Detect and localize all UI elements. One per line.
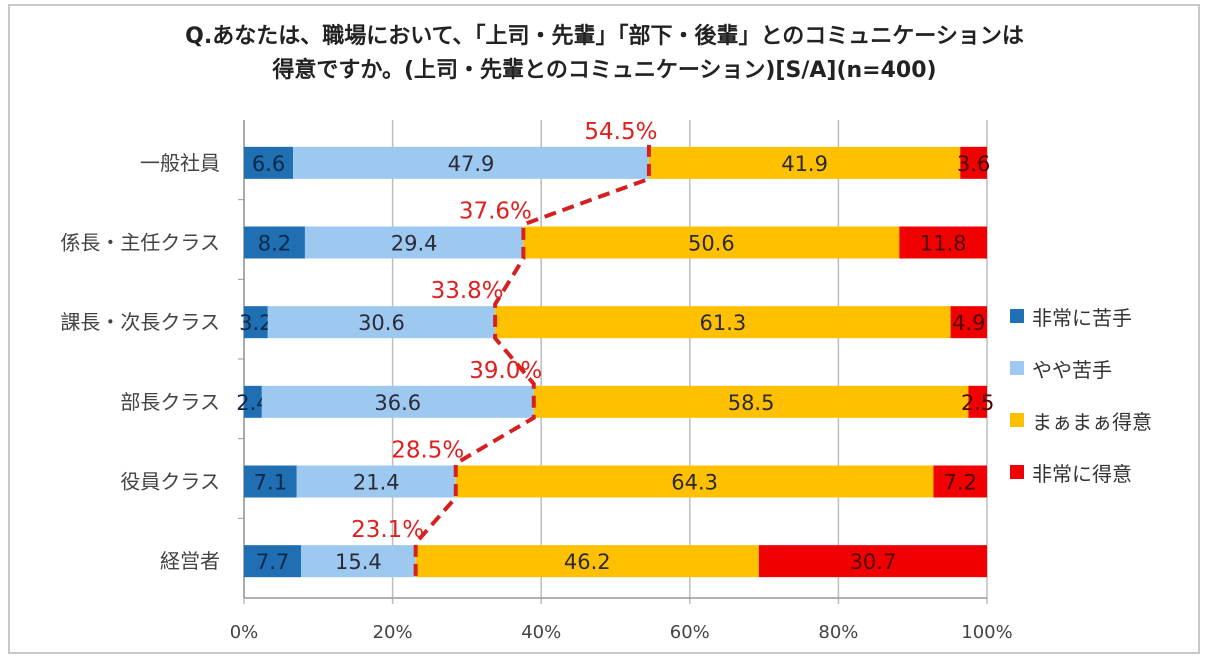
cumulative-label: 39.0%	[469, 358, 542, 384]
legend-swatch	[1010, 361, 1024, 375]
legend-item: 非常に苦手	[1010, 290, 1152, 342]
data-label: 50.6	[688, 232, 735, 256]
category-label: 課長・次長クラス	[60, 310, 220, 334]
legend-swatch	[1010, 413, 1024, 427]
cumulative-label: 37.6%	[459, 199, 532, 225]
legend-label: まぁまぁ得意	[1032, 409, 1152, 434]
category-label: 係長・主任クラス	[60, 231, 220, 255]
bar-segment	[304, 226, 524, 259]
legend: 非常に苦手やや苦手まぁまぁ得意 非常に得意	[1010, 290, 1152, 498]
data-label: 41.9	[781, 152, 828, 176]
data-label: 2.5	[961, 391, 994, 415]
legend-swatch	[1010, 465, 1024, 479]
legend-item: やや苦手	[1010, 342, 1152, 394]
data-label: 8.2	[258, 232, 291, 256]
data-label: 47.9	[448, 152, 495, 176]
data-label: 7.1	[254, 471, 287, 495]
bar-segment	[244, 306, 268, 339]
bar-segment	[933, 465, 987, 498]
legend-item: 非常に得意	[1010, 446, 1152, 498]
category-label: 一般社員	[140, 151, 220, 175]
x-tick-label: 0%	[230, 622, 259, 643]
data-label: 11.8	[920, 232, 967, 256]
data-label: 58.5	[728, 391, 775, 415]
bar-segment	[950, 306, 987, 339]
data-label: 30.7	[850, 550, 897, 574]
bar-segment	[523, 226, 900, 259]
bar-segment	[296, 465, 456, 498]
bar-segment	[960, 146, 987, 179]
bar-segment	[758, 545, 987, 578]
x-tick-label: 20%	[373, 622, 413, 643]
cumulative-label: 54.5%	[584, 119, 657, 145]
category-label: 経営者	[160, 549, 220, 573]
cumulative-label: 28.5%	[391, 438, 464, 464]
category-label: 役員クラス	[120, 470, 220, 494]
bar-segment	[244, 545, 302, 578]
cumulative-label: 23.1%	[351, 517, 424, 543]
bar-segment	[244, 465, 297, 498]
bar-segment	[244, 385, 262, 418]
data-label: 61.3	[699, 311, 746, 335]
data-label: 7.2	[944, 471, 977, 495]
data-label: 46.2	[564, 550, 611, 574]
title-line-1: Q.あなたは、職場において、「上司・先輩」「部下・後輩」とのコミュニケーションは	[185, 24, 1024, 49]
legend-label: 非常に苦手	[1032, 305, 1132, 330]
x-tick-label: 60%	[670, 622, 710, 643]
x-tick-label: 40%	[521, 622, 561, 643]
data-label: 29.4	[391, 232, 438, 256]
x-tick-label: 80%	[818, 622, 858, 643]
legend-item: まぁまぁ得意	[1010, 394, 1152, 446]
data-label: 21.4	[353, 471, 400, 495]
data-label: 30.6	[358, 311, 405, 335]
legend-label: やや苦手	[1032, 357, 1112, 382]
bar-segment	[533, 385, 969, 418]
data-label: 6.6	[252, 152, 285, 176]
chart-title: Q.あなたは、職場において、「上司・先輩」「部下・後輩」とのコミュニケーションは…	[0, 20, 1209, 88]
bar-segment	[244, 226, 305, 259]
data-label: 3.2	[239, 311, 272, 335]
data-label: 7.7	[256, 550, 289, 574]
bar-segment	[968, 385, 987, 418]
bar-segment	[301, 545, 416, 578]
legend-label: 非常に得意	[1032, 461, 1132, 486]
data-label: 36.6	[374, 391, 421, 415]
bar-segment	[293, 146, 649, 179]
x-tick-label: 100%	[961, 622, 1012, 643]
cumulative-dashed-line	[413, 144, 651, 578]
cumulative-label: 33.8%	[431, 278, 504, 304]
bar-segment	[244, 146, 294, 179]
data-label: 15.4	[335, 550, 382, 574]
bar-segment	[267, 306, 496, 339]
data-label: 3.6	[957, 152, 990, 176]
category-label: 部長クラス	[120, 390, 220, 414]
data-label: 64.3	[671, 471, 718, 495]
bar-segment	[495, 306, 951, 339]
bar-segment	[899, 226, 987, 259]
bar-segment	[415, 545, 759, 578]
legend-swatch	[1010, 309, 1024, 323]
title-line-2: 得意ですか。(上司・先輩とのコミュニケーション)[S/A](n=400)	[272, 58, 937, 83]
data-label: 4.9	[952, 311, 985, 335]
bar-segment	[648, 146, 961, 179]
bar-segment	[455, 465, 934, 498]
bar-segment	[261, 385, 534, 418]
